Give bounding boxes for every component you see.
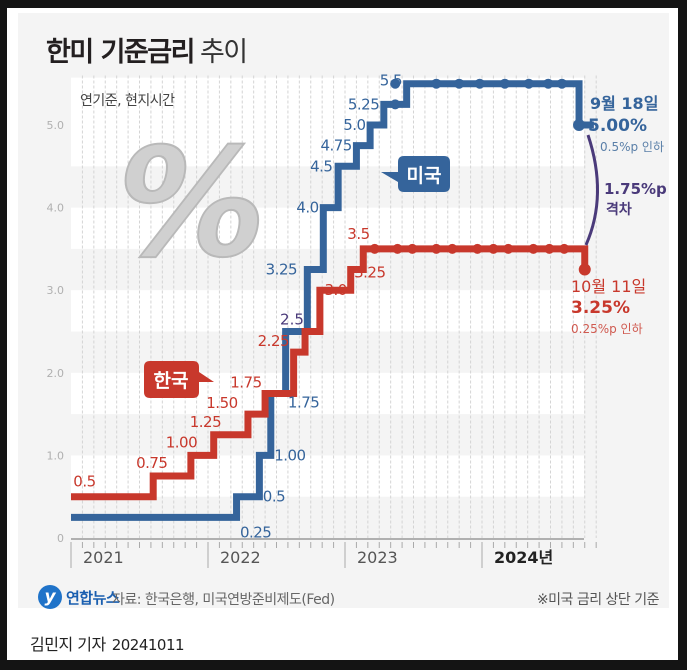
kr-value-label: 1.75 — [230, 373, 261, 391]
kr-value-label: 3.5 — [347, 225, 369, 243]
kr-cut-date: 10월 11일 — [571, 277, 646, 296]
kr-value-label: 3.0 — [324, 281, 346, 299]
y-tick-label: 5.0 — [47, 119, 65, 132]
kr-cut-change: 0.25%p 인하 — [571, 322, 643, 336]
us-tag-bubble — [381, 156, 450, 192]
hold-dot — [523, 78, 534, 89]
kr-value-label: 0.75 — [136, 454, 167, 472]
hold-dot — [390, 99, 401, 110]
hold-dot — [528, 243, 539, 254]
hold-dot — [369, 243, 380, 254]
hold-dot — [431, 78, 442, 89]
kr-value-label: 1.00 — [166, 433, 197, 451]
hold-dot — [559, 243, 570, 254]
hold-dot — [556, 78, 567, 89]
cut-dot — [573, 119, 586, 131]
kr-tag-bubble — [144, 361, 214, 398]
x-tick-label: 2024년 — [494, 548, 553, 567]
shared-value-label: 2.5 — [280, 311, 304, 329]
us-cut-date: 9월 18일 — [590, 94, 658, 113]
us-value-label: 1.00 — [274, 446, 305, 464]
x-tick-label: 2022 — [220, 548, 261, 567]
chart-title: 한미 기준금리 추이 — [46, 30, 248, 69]
us-value-label: 4.0 — [296, 199, 318, 217]
us-rate-line — [71, 80, 594, 521]
hold-dot — [407, 243, 418, 254]
source-text: 자료: 한국은행, 미국연방준비제도(Fed) — [112, 592, 335, 608]
title-bold: 한미 기준금리 — [46, 37, 195, 68]
us-cut-rate: 5.00% — [588, 116, 647, 136]
us-value-label: 3.25 — [266, 261, 297, 279]
gap-label: 격차 — [606, 201, 632, 218]
cut-dot — [578, 263, 591, 276]
us-value-label: 5.25 — [348, 95, 379, 113]
hold-dot — [503, 243, 514, 254]
kr-value-label: 0.5 — [73, 473, 95, 491]
hold-dot — [447, 243, 458, 254]
us-value-label: 5.5 — [380, 72, 402, 90]
x-tick-label: 2021 — [83, 548, 124, 567]
byline-date: 20241011 — [111, 636, 185, 654]
y-tick-label: 3.0 — [47, 284, 65, 297]
title-light: 추이 — [199, 37, 248, 68]
y-tick-label: 4.0 — [47, 202, 65, 215]
hold-dot — [454, 78, 465, 89]
yonhap-logo-icon: y — [38, 585, 62, 609]
kr-tag-label: 한국 — [154, 370, 189, 392]
kr-rate-line — [71, 245, 589, 501]
kr-value-label: 3.25 — [354, 264, 385, 282]
hold-dot — [431, 243, 442, 254]
logo-text: 연합뉴스 — [66, 588, 120, 607]
hold-dot — [472, 243, 483, 254]
note-text: ※미국 금리 상단 기준 — [536, 592, 660, 608]
kr-value-label: 2.25 — [258, 332, 289, 350]
kr-cut-rate: 3.25% — [571, 298, 630, 318]
x-tick-label: 2023 — [357, 548, 398, 567]
y-tick-label: 2.0 — [47, 367, 65, 380]
us-value-label: 0.5 — [263, 488, 285, 506]
us-value-label: 5.0 — [343, 116, 365, 134]
us-value-label: 4.5 — [310, 157, 332, 175]
kr-value-label: 1.25 — [190, 413, 221, 431]
us-cut-change: 0.5%p 인하 — [600, 140, 664, 154]
yonhap-logo: y 연합뉴스 — [38, 585, 120, 609]
us-value-label: 1.75 — [288, 393, 319, 411]
us-value-label: 0.25 — [240, 523, 271, 541]
us-value-label: 4.75 — [320, 137, 351, 155]
hold-dot — [499, 78, 510, 89]
gap-value: 1.75%p — [604, 180, 667, 198]
us-tag-label: 미국 — [407, 165, 442, 187]
hold-dot — [392, 243, 403, 254]
hold-dot — [488, 243, 499, 254]
grid-band — [71, 290, 584, 332]
grid-band — [71, 125, 584, 167]
y-tick-label: 1.0 — [47, 449, 65, 462]
hold-dot — [544, 243, 555, 254]
gap-bracket — [584, 134, 600, 246]
byline-author: 김민지 기자 — [30, 635, 106, 654]
byline: 김민지 기자 20241011 — [30, 631, 185, 655]
kr-value-label: 1.50 — [206, 394, 237, 412]
percent-decoration-icon: % — [101, 116, 282, 291]
hold-dot — [474, 78, 485, 89]
hold-dot — [390, 78, 401, 89]
hold-dot — [543, 78, 554, 89]
grid-band — [71, 207, 584, 249]
chart-subtitle: 연기준, 현지시간 — [80, 93, 175, 109]
y-tick-label: 0 — [57, 532, 64, 545]
